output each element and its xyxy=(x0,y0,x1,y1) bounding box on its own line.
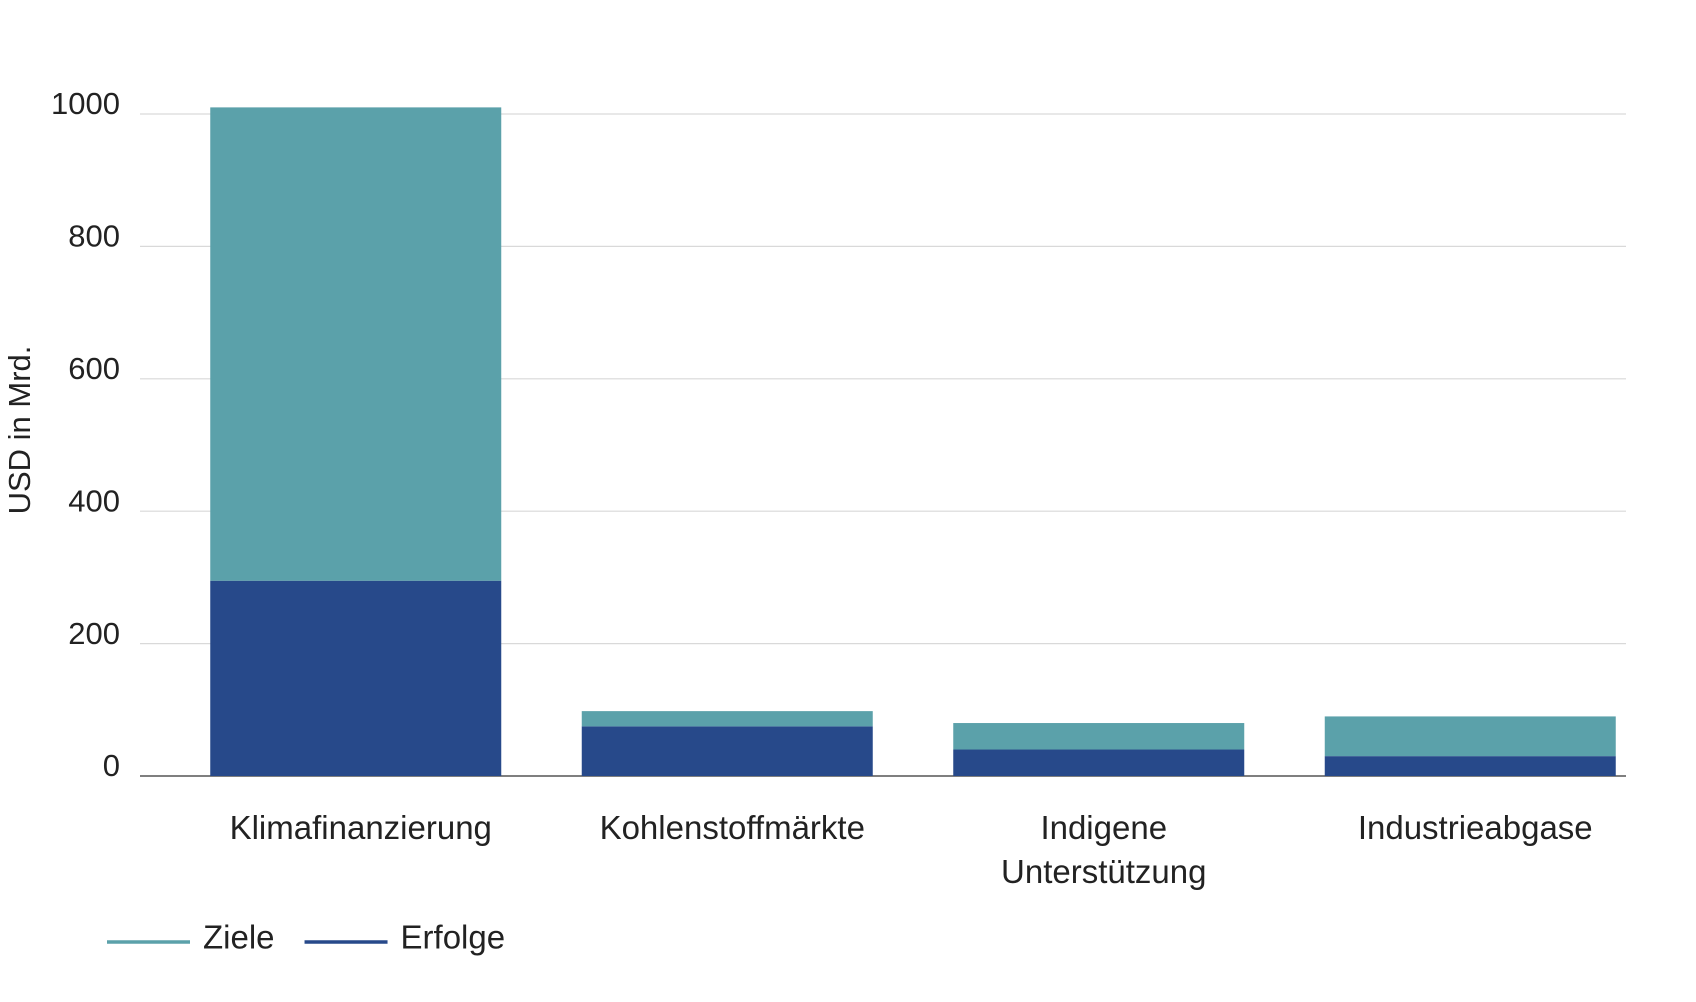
x-tick-label: Kohlenstoffmärkte xyxy=(599,809,865,846)
x-tick-label: Industrieabgase xyxy=(1357,809,1593,846)
y-axis-label: USD in Mrd. xyxy=(2,346,37,515)
y-tick-label: 600 xyxy=(68,351,120,386)
y-tick-label: 1000 xyxy=(51,86,120,121)
bar-segment xyxy=(581,711,873,727)
bar-segment xyxy=(210,107,502,581)
bar-segment xyxy=(1324,716,1616,757)
y-tick-label: 400 xyxy=(68,483,120,518)
y-tick-label: 0 xyxy=(103,748,120,783)
legend-label: Erfolge xyxy=(401,919,506,956)
bar-segment xyxy=(210,580,502,776)
y-tick-label: 800 xyxy=(68,219,120,254)
bar-segment xyxy=(953,749,1245,776)
bar-segment xyxy=(953,723,1245,750)
x-tick-label: Klimafinanzierung xyxy=(229,809,492,846)
bar-segment xyxy=(581,726,873,776)
x-tick-label: Indigene Unterstützung xyxy=(1001,809,1207,890)
y-tick-label: 200 xyxy=(68,616,120,651)
bar-segment xyxy=(1324,756,1616,776)
legend-label: Ziele xyxy=(203,919,275,956)
